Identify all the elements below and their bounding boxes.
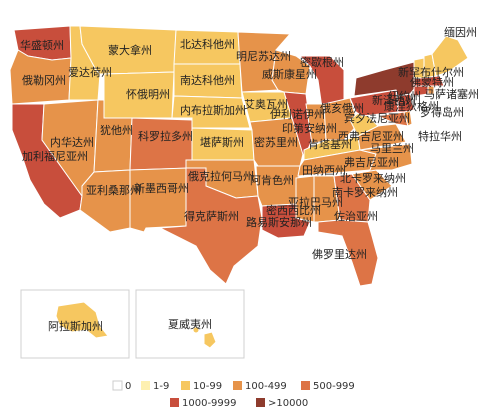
- state-new-mexico[interactable]: [129, 167, 189, 233]
- label-maryland: 马里兰州: [370, 142, 414, 155]
- label-oklahoma: 俄克拉何马州: [188, 169, 254, 183]
- label-colorado: 科罗拉多州: [138, 129, 193, 143]
- legend-label: >10000: [268, 398, 308, 409]
- label-connecticut: 康涅狄格州: [384, 99, 439, 113]
- label-kentucky: 肯塔基州: [308, 138, 352, 151]
- legend-label: 0: [125, 381, 131, 392]
- legend-label: 1-9: [153, 381, 169, 392]
- state-florida[interactable]: [317, 219, 379, 287]
- legend-swatch: [170, 398, 179, 407]
- state-labels: 华盛顿州 俄勒冈州 加利福尼亚州 爱达荷州 内华达州 蒙大拿州 怀俄明州 犹他州…: [20, 25, 479, 333]
- label-hawaii: 夏威夷州: [168, 318, 212, 331]
- label-south-carolina: 南卡罗来纳州: [332, 186, 398, 199]
- legend-swatch: [233, 381, 242, 390]
- state-alaska[interactable]: [55, 301, 109, 339]
- legend-item[interactable]: >10000: [256, 398, 308, 409]
- legend-item[interactable]: 10-99: [181, 381, 222, 392]
- label-wisconsin: 威斯康星州: [262, 67, 317, 81]
- state-colorado[interactable]: [129, 117, 193, 171]
- legend-label: 1000-9999: [182, 398, 237, 409]
- legend-label: 10-99: [193, 381, 222, 392]
- hawaii-island-small: [192, 326, 200, 334]
- state-new-york[interactable]: [353, 61, 421, 97]
- state-north-carolina[interactable]: [351, 143, 413, 175]
- label-arizona: 亚利桑那州: [86, 184, 141, 197]
- label-illinois: 伊利诺伊州: [270, 108, 325, 121]
- label-texas: 得克萨斯州: [184, 210, 239, 223]
- label-vermont: 佛蒙特州: [410, 75, 454, 89]
- label-kansas: 堪萨斯州: [200, 136, 244, 149]
- label-north-dakota: 北达科他州: [180, 37, 235, 51]
- label-utah: 犹他州: [100, 124, 133, 137]
- legend-swatch: [112, 380, 123, 391]
- label-west-virginia: 西弗吉尼亚州: [338, 129, 404, 143]
- state-texas[interactable]: [158, 167, 263, 285]
- label-wyoming: 怀俄明州: [126, 88, 170, 101]
- label-alaska: 阿拉斯加州: [48, 319, 103, 333]
- inset-hawaii: [135, 289, 245, 359]
- label-washington: 华盛顿州: [20, 38, 64, 52]
- legend-swatch: [141, 381, 150, 390]
- legend-swatch: [301, 381, 310, 390]
- label-new-jersey: 新泽西州: [372, 93, 416, 107]
- label-california: 加利福尼亚州: [22, 149, 88, 163]
- label-michigan: 密歇根州: [300, 55, 344, 69]
- legend-label: 500-999: [313, 381, 355, 392]
- state-maine[interactable]: [431, 35, 469, 77]
- label-south-dakota: 南达科他州: [180, 73, 235, 87]
- label-iowa: 艾奥瓦州: [244, 97, 288, 111]
- label-florida: 佛罗里达州: [312, 248, 367, 261]
- label-indiana: 印第安纳州: [282, 121, 337, 135]
- label-massachusetts: 马萨诸塞州: [424, 87, 479, 101]
- state-georgia[interactable]: [333, 173, 371, 223]
- legend-item[interactable]: 1-9: [141, 381, 169, 392]
- inset-hawaii-frame: [135, 289, 245, 359]
- label-oregon: 俄勒冈州: [22, 74, 66, 87]
- label-idaho: 爱达荷州: [68, 66, 112, 79]
- legend-item[interactable]: 1000-9999: [170, 398, 237, 409]
- label-nebraska: 内布拉斯加州: [180, 103, 246, 117]
- legend-swatch: [256, 398, 265, 407]
- label-virginia: 弗吉尼亚州: [344, 155, 399, 169]
- states-layer: [9, 25, 469, 287]
- label-maine: 缅因州: [444, 25, 477, 39]
- label-louisiana: 路易斯安那州: [246, 215, 312, 229]
- label-new-mexico: 新墨西哥州: [134, 181, 189, 195]
- legend-item[interactable]: 500-999: [301, 381, 355, 392]
- label-rhode-island: 罗得岛州: [420, 105, 464, 119]
- label-montana: 蒙大拿州: [108, 43, 152, 57]
- inset-alaska: [20, 289, 130, 359]
- legend-item[interactable]: 100-499: [233, 381, 287, 392]
- legend-swatch: [181, 381, 190, 390]
- state-arizona[interactable]: [79, 169, 131, 233]
- label-minnesota: 明尼苏达州: [236, 50, 291, 63]
- state-ohio[interactable]: [323, 97, 359, 141]
- label-ohio: 俄亥俄州: [320, 101, 364, 115]
- legend-item[interactable]: 0: [112, 380, 131, 392]
- label-alabama: 亚拉巴马州: [288, 195, 343, 209]
- legend-label: 100-499: [245, 381, 287, 392]
- label-arkansas: 阿肯色州: [250, 173, 294, 187]
- state-hawaii[interactable]: [203, 331, 217, 349]
- label-new-hampshire: 新罕布什尔州: [398, 65, 464, 79]
- label-missouri: 密苏里州: [254, 135, 298, 149]
- label-georgia: 佐治亚州: [334, 209, 378, 223]
- label-nevada: 内华达州: [50, 135, 94, 149]
- label-mississippi: 密西西比州: [266, 203, 321, 217]
- label-pennsylvania: 宾夕法尼亚州: [344, 111, 410, 125]
- legend: 0 1-9 10-99 100-499 500-999 1000-9999 >1…: [112, 380, 355, 409]
- label-tennessee: 田纳西州: [302, 164, 346, 177]
- label-north-carolina: 北卡罗来纳州: [340, 172, 406, 185]
- label-delaware: 特拉华州: [418, 129, 462, 143]
- label-new-york: 纽约州: [388, 89, 421, 103]
